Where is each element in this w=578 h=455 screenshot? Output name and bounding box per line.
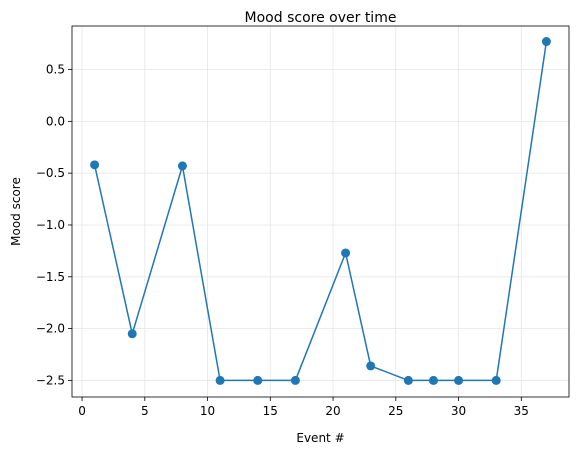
- data-point: [341, 248, 351, 258]
- x-axis-label: Event #: [296, 431, 344, 445]
- grid-lines: [72, 26, 569, 397]
- plot-frame: [71, 25, 570, 398]
- x-tick-label: 25: [388, 404, 403, 418]
- x-tick-label: 5: [141, 404, 149, 418]
- data-point: [253, 375, 263, 385]
- data-point: [428, 375, 438, 385]
- y-tick-label: −2.0: [36, 322, 65, 336]
- y-tick-label: 0.0: [46, 114, 65, 128]
- x-tick-label: 15: [263, 404, 278, 418]
- axis-ticks: 0 5 10 15 20 25 30 35 0.5 0.0 −0.5 −1.0 −1.5 −2.0 −2.5: [36, 63, 529, 418]
- data-point: [454, 375, 464, 385]
- data-point: [177, 161, 187, 171]
- y-axis-label: Mood score: [9, 177, 23, 246]
- data-series: [90, 37, 551, 385]
- data-point: [290, 375, 300, 385]
- y-tick-label: −2.5: [36, 373, 65, 387]
- y-tick-label: −1.0: [36, 218, 65, 232]
- y-tick-label: 0.5: [46, 63, 65, 77]
- x-tick-label: 30: [451, 404, 466, 418]
- y-tick-label: −1.5: [36, 270, 65, 284]
- data-point: [491, 375, 501, 385]
- data-point: [127, 329, 137, 339]
- x-tick-label: 35: [514, 404, 529, 418]
- data-point: [403, 375, 413, 385]
- data-point: [541, 37, 551, 47]
- data-point: [90, 160, 100, 170]
- x-tick-label: 0: [78, 404, 86, 418]
- x-tick-label: 20: [325, 404, 340, 418]
- y-tick-label: −0.5: [36, 166, 65, 180]
- data-point: [215, 375, 225, 385]
- x-tick-label: 10: [200, 404, 215, 418]
- chart-title: Mood score over time: [245, 10, 397, 26]
- data-point: [366, 361, 376, 371]
